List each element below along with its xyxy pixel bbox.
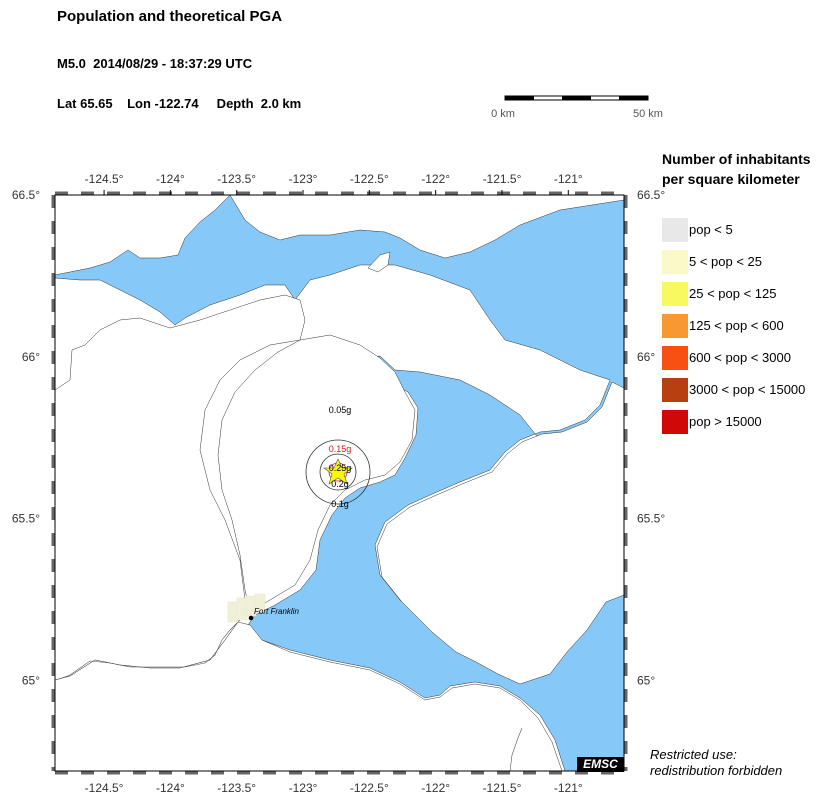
scale-bar: 0 km 50 km <box>491 95 663 120</box>
legend-swatch <box>662 378 688 402</box>
southeast-land <box>376 381 624 685</box>
city-marker[interactable]: Fort Franklin <box>248 607 300 621</box>
map-frame <box>54 194 625 772</box>
central-peninsula <box>217 334 416 613</box>
lon-tick-label-top: -124.5° <box>85 172 124 186</box>
pga-label-015: 0.15g <box>329 444 352 454</box>
legend-label: pop > 15000 <box>689 414 762 429</box>
pga-label-01: 0.1g <box>331 499 349 509</box>
lat-tick-label-right: 66.5° <box>637 188 665 202</box>
lon-tick-label-top: -122.5° <box>350 172 389 186</box>
legend-title: Number of inhabitants per square kilomet… <box>662 151 811 187</box>
epicenter-star-icon <box>323 458 353 485</box>
scale-start-label: 0 km <box>491 108 515 120</box>
pga-contours: 0.05g 0.15g 0.25g 0.2g 0.1g <box>305 405 371 509</box>
lon-tick-label-top: -121° <box>554 172 583 186</box>
restricted-use-note: Restricted use: redistribution forbidden <box>650 747 783 778</box>
scale-end-label: 50 km <box>633 108 663 120</box>
lon-tick-label-top: -122° <box>421 172 450 186</box>
pga-ring-outer <box>305 439 371 505</box>
lat-tick-label-left: 65° <box>22 673 40 687</box>
legend-label: 5 < pop < 25 <box>689 254 763 269</box>
lon-tick-label-top: -121.5° <box>483 172 522 186</box>
north-shore-land-east <box>229 195 624 259</box>
south-land <box>55 621 563 771</box>
pga-label-005: 0.05g <box>329 405 352 415</box>
north-shore-land <box>55 195 231 276</box>
stream-line <box>509 727 523 771</box>
lon-tick-label-top: -124° <box>156 172 185 186</box>
legend-label: pop < 5 <box>689 222 733 237</box>
event-location: Lat 65.65 Lon -122.74 Depth 2.0 km <box>57 96 302 111</box>
lon-tick-label-bottom: -121° <box>554 781 583 795</box>
emsc-logo: EMSC <box>577 757 624 772</box>
legend-swatch <box>662 250 688 274</box>
lon-tick-label-top: -123° <box>289 172 318 186</box>
lon-tick-label-top: -123.5° <box>217 172 256 186</box>
event-subtitle: M5.0 2014/08/29 - 18:37:29 UTC <box>57 56 253 71</box>
lon-tick-label-bottom: -124.5° <box>85 781 124 795</box>
legend-swatch <box>662 282 688 306</box>
axis-tick-labels: -124.5° -124.5° -124° -124° -123.5° -123.5° -1… <box>12 172 666 795</box>
lon-tick-label-bottom: -124° <box>156 781 185 795</box>
lat-tick-label-left: 66.5° <box>12 188 40 202</box>
legend-label: 125 < pop < 600 <box>689 318 784 333</box>
lon-tick-label-bottom: -121.5° <box>483 781 522 795</box>
legend-swatch <box>662 218 688 242</box>
lon-tick-label-bottom: -123° <box>289 781 318 795</box>
lake-island <box>367 251 391 273</box>
lon-tick-label-bottom: -122.5° <box>350 781 389 795</box>
map-frame-dashes <box>51 191 628 775</box>
river-line <box>55 619 241 681</box>
lat-tick-label-right: 66° <box>637 350 655 364</box>
legend-label: 600 < pop < 3000 <box>689 350 791 365</box>
lat-tick-label-left: 66° <box>22 350 40 364</box>
map-title: Population and theoretical PGA <box>57 8 283 25</box>
legend-label: 3000 < pop < 15000 <box>689 382 806 397</box>
legend-swatch <box>662 346 688 370</box>
pga-label-02: 0.2g <box>331 479 349 489</box>
pga-label-025: 0.25g <box>329 463 352 473</box>
lon-tick-label-bottom: -123.5° <box>217 781 256 795</box>
lat-tick-label-left: 65.5° <box>12 512 40 526</box>
legend-swatch <box>662 410 688 434</box>
lat-tick-label-right: 65° <box>637 673 655 687</box>
lat-tick-label-right: 65.5° <box>637 512 665 526</box>
city-label: Fort Franklin <box>254 607 299 616</box>
legend-swatch <box>662 314 688 338</box>
pga-ring-inner <box>319 453 357 491</box>
legend-label: 25 < pop < 125 <box>689 286 777 301</box>
population-cells <box>227 593 266 623</box>
city-dot-icon <box>248 615 254 621</box>
lon-tick-label-bottom: -122° <box>421 781 450 795</box>
